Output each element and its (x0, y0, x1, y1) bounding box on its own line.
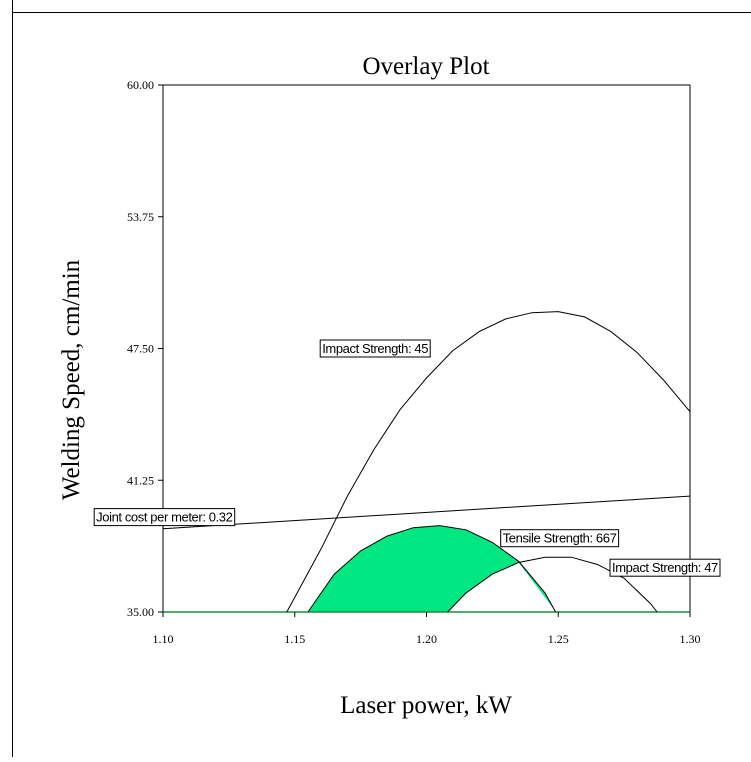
annotation-1: Impact Strength: 45 (319, 339, 431, 358)
contour-lines (162, 311, 691, 613)
x-tick-label: 1.30 (680, 632, 701, 646)
x-tick-labels: 1.10 1.15 1.20 1.25 1.30 (153, 612, 701, 646)
annotation-text: Tensile Strength: 667 (503, 531, 617, 546)
annotation-box (93, 508, 236, 527)
y-tick-labels: 35.00 41.25 47.50 53.75 60.00 (127, 78, 163, 619)
annotation-3: Tensile Strength: 667 (500, 529, 620, 548)
contour-annotations: Impact Strength: 45 Joint cost per meter:… (93, 339, 721, 577)
x-axis-label: Laser power, kW (340, 692, 512, 719)
annotation-text: Impact Strength: 45 (322, 341, 428, 356)
y-axis-label: Welding Speed, cm/min (58, 259, 85, 500)
y-tick-label: 60.00 (127, 78, 154, 92)
y-tick-label: 47.50 (127, 342, 154, 356)
contour-line-4 (447, 556, 658, 613)
y-tick-label: 35.00 (127, 605, 154, 619)
x-tick-label: 1.10 (153, 632, 174, 646)
annotation-2: Joint cost per meter: 0.32 (93, 508, 236, 527)
annotation-box (319, 339, 431, 358)
x-tick-label: 1.25 (548, 632, 569, 646)
contour-line-3 (307, 525, 557, 613)
x-tick-label: 1.20 (416, 632, 437, 646)
annotation-text: Joint cost per meter: 0.32 (96, 510, 232, 525)
contour-line-2 (162, 495, 691, 530)
annotation-4: Impact Strength: 47 (609, 558, 721, 577)
annotation-box (609, 558, 721, 577)
contour-line-1 (286, 311, 691, 613)
x-tick-label: 1.15 (284, 632, 305, 646)
y-tick-label: 41.25 (127, 473, 154, 487)
feasible-region (309, 525, 555, 612)
annotation-box (500, 529, 620, 548)
annotation-text: Impact Strength: 47 (612, 560, 718, 575)
chart-title: Overlay Plot (362, 53, 489, 80)
y-tick-label: 53.75 (127, 210, 154, 224)
